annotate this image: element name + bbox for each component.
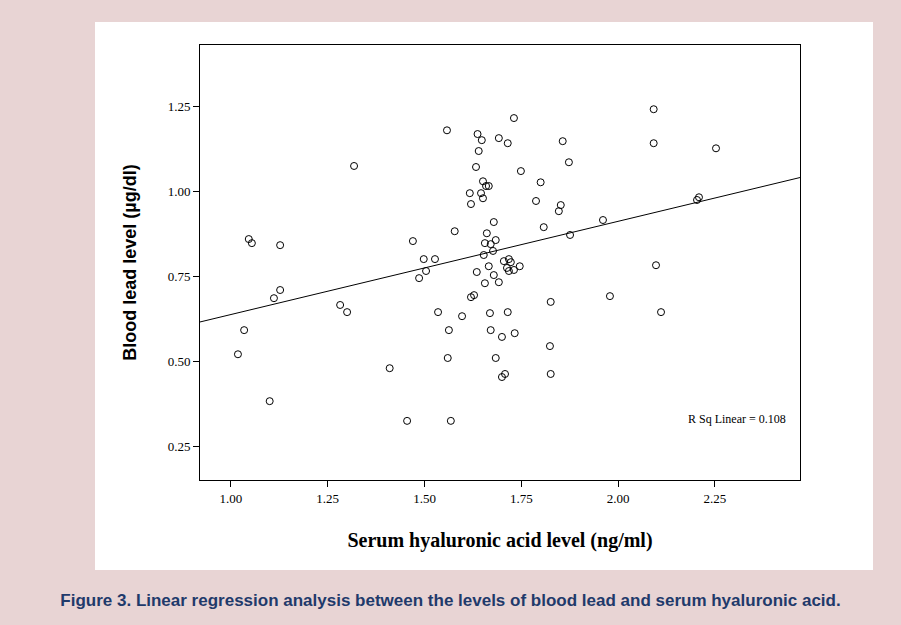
svg-text:2.00: 2.00: [607, 491, 630, 506]
svg-text:0.25: 0.25: [168, 439, 191, 454]
svg-text:1.00: 1.00: [220, 491, 243, 506]
svg-text:R Sq Linear = 0.108: R Sq Linear = 0.108: [688, 412, 786, 426]
svg-text:Blood lead level (µg/dl): Blood lead level (µg/dl): [120, 164, 140, 360]
svg-text:2.25: 2.25: [703, 491, 726, 506]
svg-text:1.50: 1.50: [413, 491, 436, 506]
svg-text:Serum hyaluronic acid level (n: Serum hyaluronic acid level (ng/ml): [347, 529, 652, 552]
svg-text:1.00: 1.00: [168, 184, 191, 199]
html-text:Figure 3. Linear regression an: Figure 3. Linear regression analysis bet…: [60, 591, 841, 610]
svg-text:1.25: 1.25: [168, 99, 191, 114]
svg-text:1.75: 1.75: [510, 491, 533, 506]
svg-text:1.25: 1.25: [316, 491, 339, 506]
svg-text:0.50: 0.50: [168, 354, 191, 369]
svg-text:0.75: 0.75: [168, 269, 191, 284]
